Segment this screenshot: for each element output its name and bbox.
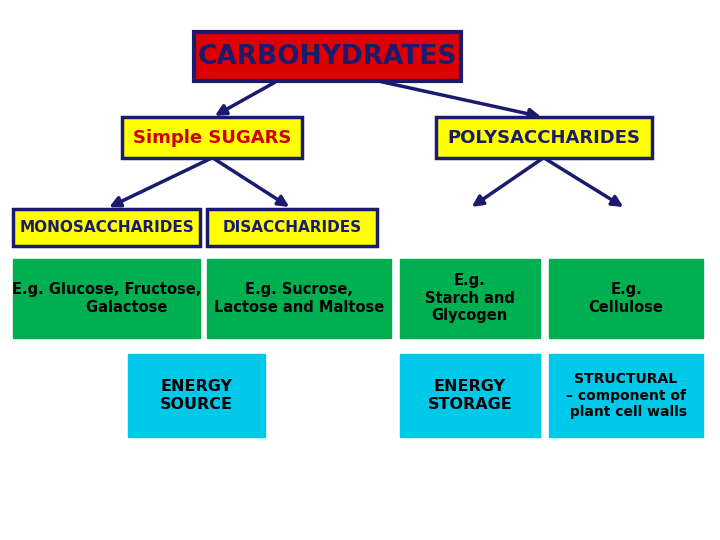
- Text: DISACCHARIDES: DISACCHARIDES: [222, 220, 361, 235]
- Text: MONOSACCHARIDES: MONOSACCHARIDES: [19, 220, 194, 235]
- FancyBboxPatch shape: [207, 209, 377, 246]
- Text: Simple SUGARS: Simple SUGARS: [133, 129, 292, 147]
- FancyBboxPatch shape: [436, 117, 652, 158]
- FancyBboxPatch shape: [194, 32, 461, 81]
- Text: CARBOHYDRATES: CARBOHYDRATES: [198, 44, 457, 70]
- FancyBboxPatch shape: [400, 259, 540, 338]
- FancyBboxPatch shape: [549, 354, 703, 437]
- Text: ENERGY
SOURCE: ENERGY SOURCE: [160, 379, 233, 411]
- Text: E.g. Sucrose,
Lactose and Maltose: E.g. Sucrose, Lactose and Maltose: [214, 282, 384, 314]
- Text: ENERGY
STORAGE: ENERGY STORAGE: [428, 379, 512, 411]
- FancyBboxPatch shape: [549, 259, 703, 338]
- FancyBboxPatch shape: [13, 209, 200, 246]
- Text: POLYSACCHARIDES: POLYSACCHARIDES: [447, 129, 640, 147]
- FancyBboxPatch shape: [122, 117, 302, 158]
- Text: E.g.
Starch and
Glycogen: E.g. Starch and Glycogen: [425, 273, 515, 323]
- FancyBboxPatch shape: [207, 259, 391, 338]
- Text: E.g.
Cellulose: E.g. Cellulose: [589, 282, 663, 314]
- Text: STRUCTURAL
– component of
 plant cell walls: STRUCTURAL – component of plant cell wal…: [565, 373, 687, 418]
- FancyBboxPatch shape: [13, 259, 200, 338]
- FancyBboxPatch shape: [400, 354, 540, 437]
- Text: E.g. Glucose, Fructose,
        Galactose: E.g. Glucose, Fructose, Galactose: [12, 282, 202, 314]
- FancyBboxPatch shape: [128, 354, 265, 437]
